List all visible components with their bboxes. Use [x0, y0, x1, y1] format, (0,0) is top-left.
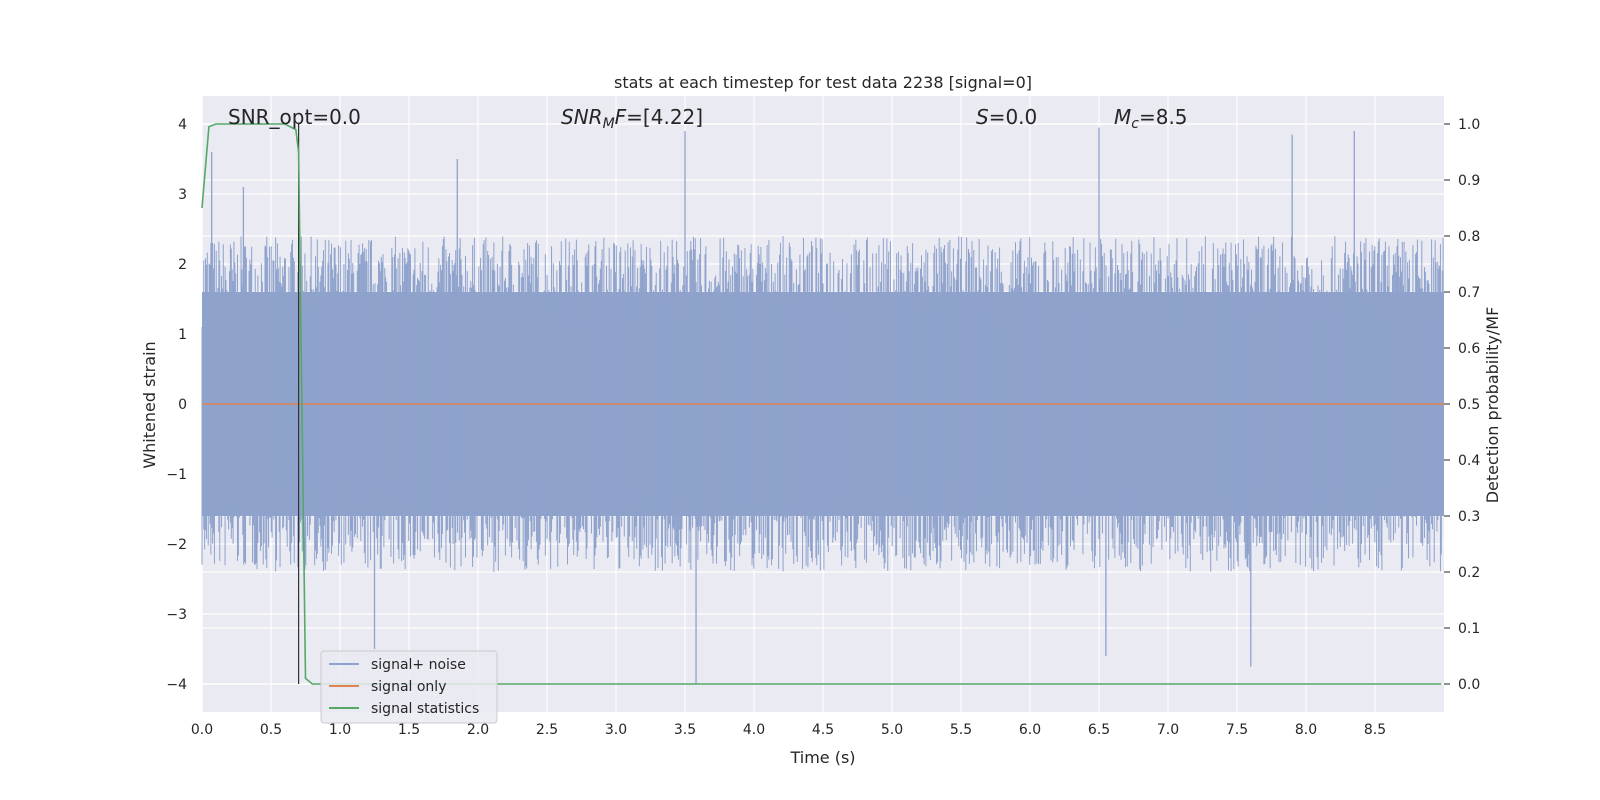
- x-tick-label: 5.5: [950, 722, 972, 738]
- x-tick-label: 0.5: [260, 722, 282, 738]
- x-tick-label: 3.0: [605, 722, 627, 738]
- x-tick-label: 1.5: [398, 722, 420, 738]
- y-tick-label: −2: [166, 537, 187, 553]
- y-right-tick-label: 0.7: [1458, 285, 1480, 301]
- series-signal-noise: [201, 127, 1444, 684]
- y-tick-label: 2: [178, 257, 187, 273]
- annotation-snr-mf: SNRMF=[4.22]: [561, 105, 703, 132]
- x-tick-label: 6.5: [1088, 722, 1110, 738]
- x-axis-label: Time (s): [789, 748, 855, 767]
- y-right-tick-label: 0.9: [1458, 173, 1480, 189]
- y-right-tick-label: 0.8: [1458, 229, 1480, 245]
- x-tick-label: 3.5: [674, 722, 696, 738]
- y-right-tick-label: 0.0: [1458, 677, 1480, 693]
- y-right-tick-label: 0.3: [1458, 509, 1480, 525]
- y-tick-label: 4: [178, 117, 187, 133]
- annotation-snr-opt: SNR_opt=0.0: [228, 105, 361, 129]
- x-tick-label: 8.5: [1364, 722, 1386, 738]
- x-tick-label: 7.0: [1157, 722, 1179, 738]
- y-right-tick-label: 0.1: [1458, 621, 1480, 637]
- x-tick-label: 8.0: [1295, 722, 1317, 738]
- y-axis-right-ticks: 1.0 0.9 0.8 0.7 0.6 0.5 0.4 0.3 0.2 0.1 0.0: [1444, 117, 1480, 693]
- chart-title: stats at each timestep for test data 223…: [614, 73, 1032, 92]
- x-tick-label: 4.0: [743, 722, 765, 738]
- x-tick-label: 4.5: [812, 722, 834, 738]
- y-tick-label: −1: [166, 467, 187, 483]
- legend-label-statistics: signal statistics: [371, 701, 479, 717]
- y-tick-label: −3: [166, 607, 187, 623]
- series-signal-statistics: [201, 123, 1442, 685]
- y-axis-right-label: Detection probability/MF: [1483, 307, 1502, 504]
- y-tick-label: −4: [166, 677, 187, 693]
- y-tick-label: 3: [178, 187, 187, 203]
- x-tick-label: 2.5: [536, 722, 558, 738]
- annotation-s: S=0.0: [976, 105, 1037, 129]
- series-lines: [201, 123, 1444, 685]
- legend-label-noise: signal+ noise: [371, 657, 466, 673]
- y-right-tick-label: 1.0: [1458, 117, 1480, 133]
- y-right-tick-label: 0.4: [1458, 453, 1480, 469]
- y-right-tick-label: 0.2: [1458, 565, 1480, 581]
- legend-box: [320, 650, 498, 724]
- y-axis-label: Whitened strain: [140, 341, 159, 468]
- annotation-mc: Mc=8.5: [1114, 105, 1188, 132]
- legend-label-signal: signal only: [371, 679, 446, 695]
- y-axis-ticks: 4 3 2 1 0 −1 −2 −3 −4: [166, 117, 187, 693]
- x-tick-label: 6.0: [1019, 722, 1041, 738]
- x-axis-ticks: 0.0 0.5 1.0 1.5 2.0 2.5 3.0 3.5 4.0 4.5 5.0 5.5 6.0 6…: [191, 722, 1386, 738]
- x-tick-label: 5.0: [881, 722, 903, 738]
- y-right-tick-label: 0.5: [1458, 397, 1480, 413]
- legend: signal+ noise signal only signal statist…: [320, 650, 498, 724]
- y-tick-label: 1: [178, 327, 187, 343]
- x-tick-label: 0.0: [191, 722, 213, 738]
- x-tick-label: 2.0: [467, 722, 489, 738]
- y-tick-label: 0: [178, 397, 187, 413]
- y-right-tick-label: 0.6: [1458, 341, 1480, 357]
- x-tick-label: 1.0: [329, 722, 351, 738]
- x-tick-label: 7.5: [1226, 722, 1248, 738]
